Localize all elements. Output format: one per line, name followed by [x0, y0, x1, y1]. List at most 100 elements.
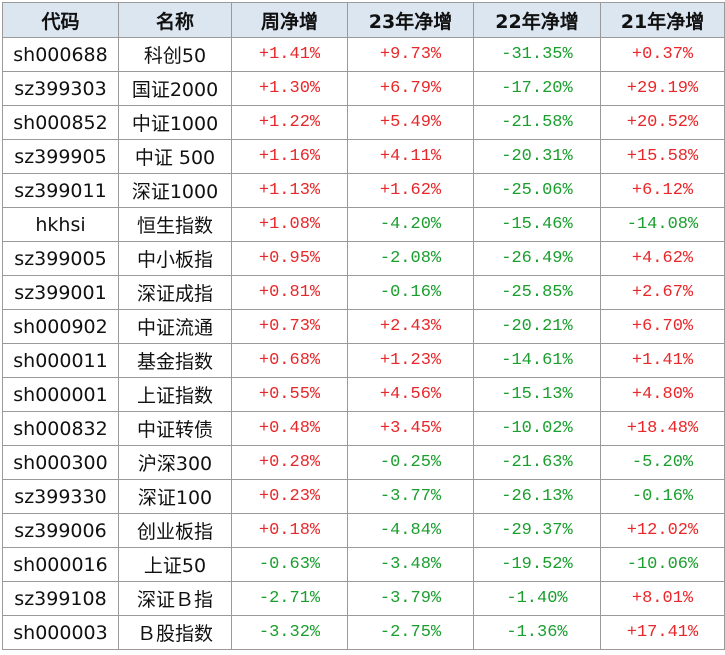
change-cell: +4.11% — [347, 139, 474, 174]
table-row: sz399108 深证Ｂ指 -2.71% -3.79% -1.40% +8.01% — [2, 581, 725, 616]
table-row: sh000688 科创50 +1.41% +9.73% -31.35% +0.37% — [2, 37, 725, 72]
code-cell: sz399905 — [2, 139, 119, 174]
table-row: sh000003 Ｂ股指数 -3.32% -2.75% -1.36% +17.41% — [2, 615, 725, 650]
code-cell: sh000300 — [2, 445, 119, 480]
change-cell: -3.79% — [347, 581, 474, 616]
change-cell: -17.20% — [473, 71, 601, 106]
change-cell: +1.41% — [231, 37, 348, 72]
change-cell: -1.36% — [473, 615, 601, 650]
table-row: sh000832 中证转债 +0.48% +3.45% -10.02% +18.48% — [2, 411, 725, 446]
change-cell: +0.18% — [231, 513, 348, 548]
code-cell: sh000688 — [2, 37, 119, 72]
name-cell: 恒生指数 — [118, 207, 232, 242]
change-cell: -20.31% — [473, 139, 601, 174]
change-cell: -2.75% — [347, 615, 474, 650]
change-cell: -25.85% — [473, 275, 601, 310]
code-cell: sz399108 — [2, 581, 119, 616]
name-cell: 深证成指 — [118, 275, 232, 310]
header-cell: 周净增 — [231, 2, 348, 38]
change-cell: -25.06% — [473, 173, 601, 208]
change-cell: +17.41% — [600, 615, 725, 650]
table-row: sz399011 深证1000 +1.13% +1.62% -25.06% +6.12% — [2, 173, 725, 208]
change-cell: +1.22% — [231, 105, 348, 140]
change-cell: +8.01% — [600, 581, 725, 616]
change-cell: +6.12% — [600, 173, 725, 208]
change-cell: +1.62% — [347, 173, 474, 208]
change-cell: -3.77% — [347, 479, 474, 514]
change-cell: +9.73% — [347, 37, 474, 72]
table-row: sh000016 上证50 -0.63% -3.48% -19.52% -10.06% — [2, 547, 725, 582]
code-cell: sh000001 — [2, 377, 119, 412]
change-cell: -4.20% — [347, 207, 474, 242]
change-cell: -5.20% — [600, 445, 725, 480]
name-cell: 中证 500 — [118, 139, 232, 174]
header-cell: 21年净增 — [600, 2, 725, 38]
change-cell: -10.06% — [600, 547, 725, 582]
table-row: sh000011 基金指数 +0.68% +1.23% -14.61% +1.41% — [2, 343, 725, 378]
code-cell: hkhsi — [2, 207, 119, 242]
change-cell: -20.21% — [473, 309, 601, 344]
change-cell: +0.37% — [600, 37, 725, 72]
change-cell: +0.81% — [231, 275, 348, 310]
change-cell: +12.02% — [600, 513, 725, 548]
table-row: sh000902 中证流通 +0.73% +2.43% -20.21% +6.70% — [2, 309, 725, 344]
code-cell: sh000003 — [2, 615, 119, 650]
change-cell: +0.23% — [231, 479, 348, 514]
change-cell: +2.67% — [600, 275, 725, 310]
change-cell: +1.23% — [347, 343, 474, 378]
table-row: sz399005 中小板指 +0.95% -2.08% -26.49% +4.62% — [2, 241, 725, 276]
table-row: sz399001 深证成指 +0.81% -0.16% -25.85% +2.67% — [2, 275, 725, 310]
table-row: sz399905 中证 500 +1.16% +4.11% -20.31% +15.58% — [2, 139, 725, 174]
name-cell: 中证1000 — [118, 105, 232, 140]
change-cell: -3.48% — [347, 547, 474, 582]
name-cell: 沪深300 — [118, 445, 232, 480]
code-cell: sh000852 — [2, 105, 119, 140]
change-cell: +4.62% — [600, 241, 725, 276]
change-cell: -14.08% — [600, 207, 725, 242]
change-cell: -1.40% — [473, 581, 601, 616]
name-cell: 深证Ｂ指 — [118, 581, 232, 616]
change-cell: -0.63% — [231, 547, 348, 582]
change-cell: -14.61% — [473, 343, 601, 378]
change-cell: +4.56% — [347, 377, 474, 412]
change-cell: +0.48% — [231, 411, 348, 446]
table-row: sz399303 国证2000 +1.30% +6.79% -17.20% +29.19% — [2, 71, 725, 106]
change-cell: -26.49% — [473, 241, 601, 276]
change-cell: -15.13% — [473, 377, 601, 412]
change-cell: +0.73% — [231, 309, 348, 344]
code-cell: sz399011 — [2, 173, 119, 208]
change-cell: +1.13% — [231, 173, 348, 208]
change-cell: +1.08% — [231, 207, 348, 242]
name-cell: 中证转债 — [118, 411, 232, 446]
change-cell: +1.30% — [231, 71, 348, 106]
header-cell: 名称 — [118, 2, 232, 38]
code-cell: sz399330 — [2, 479, 119, 514]
change-cell: -21.58% — [473, 105, 601, 140]
change-cell: +0.28% — [231, 445, 348, 480]
code-cell: sh000832 — [2, 411, 119, 446]
name-cell: 深证100 — [118, 479, 232, 514]
code-cell: sh000016 — [2, 547, 119, 582]
change-cell: +29.19% — [600, 71, 725, 106]
name-cell: 上证指数 — [118, 377, 232, 412]
change-cell: +0.68% — [231, 343, 348, 378]
table-row: hkhsi 恒生指数 +1.08% -4.20% -15.46% -14.08% — [2, 207, 725, 242]
table-row: sh000852 中证1000 +1.22% +5.49% -21.58% +20.52% — [2, 105, 725, 140]
change-cell: +2.43% — [347, 309, 474, 344]
change-cell: +20.52% — [600, 105, 725, 140]
code-cell: sz399303 — [2, 71, 119, 106]
name-cell: 中小板指 — [118, 241, 232, 276]
change-cell: -31.35% — [473, 37, 601, 72]
code-cell: sh000902 — [2, 309, 119, 344]
name-cell: 中证流通 — [118, 309, 232, 344]
name-cell: Ｂ股指数 — [118, 615, 232, 650]
header-row: 代码 名称 周净增 23年净增 22年净增 21年净增 — [2, 2, 725, 38]
name-cell: 深证1000 — [118, 173, 232, 208]
change-cell: -15.46% — [473, 207, 601, 242]
change-cell: -2.71% — [231, 581, 348, 616]
change-cell: -10.02% — [473, 411, 601, 446]
change-cell: -26.13% — [473, 479, 601, 514]
name-cell: 创业板指 — [118, 513, 232, 548]
